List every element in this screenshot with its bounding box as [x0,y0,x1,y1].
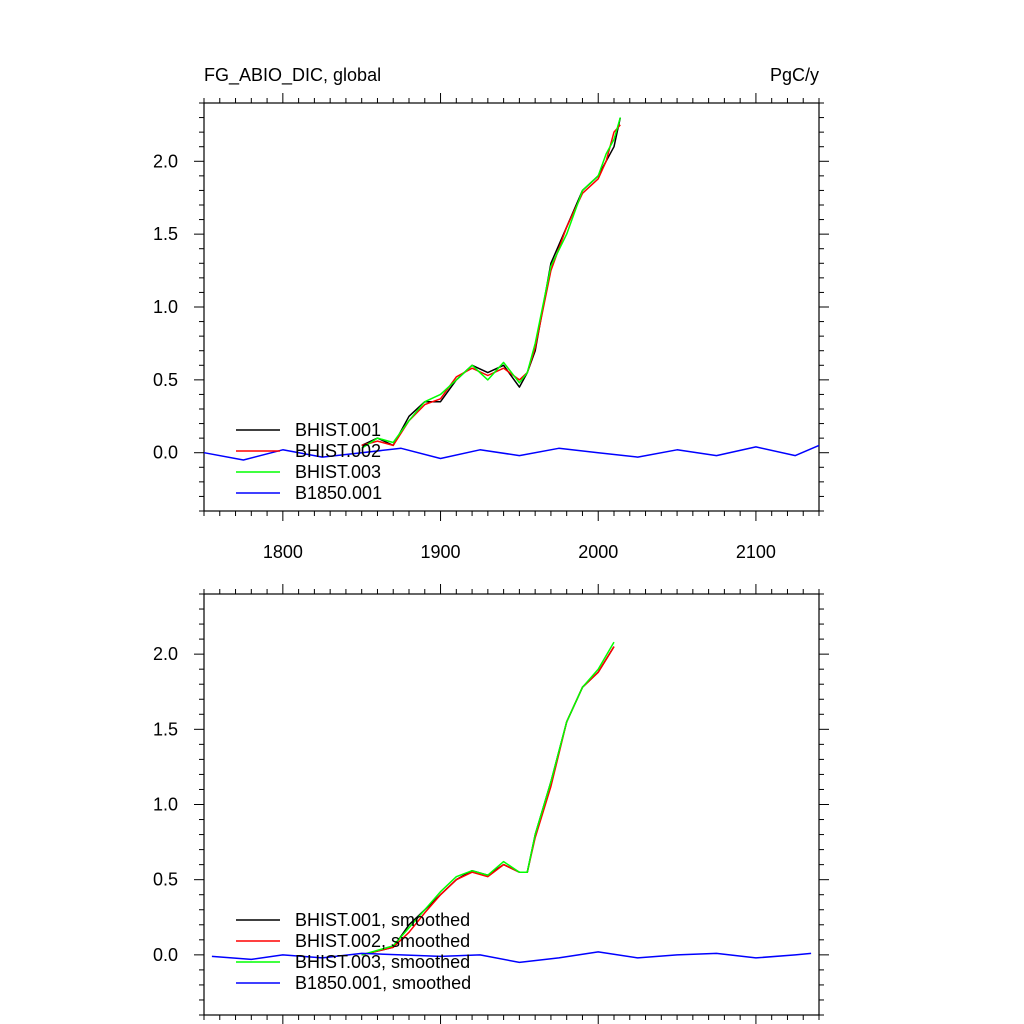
legend-label: BHIST.003 [295,462,381,482]
legend-label: BHIST.002 [295,441,381,461]
series-line-bhist-002 [361,124,621,447]
y-tick-label: 1.5 [153,719,178,739]
y-tick-label: 0.5 [153,370,178,390]
legend-label: B1850.001 [295,483,382,503]
legend-label: BHIST.003, smoothed [295,952,470,972]
y-tick-label: 0.5 [153,870,178,890]
y-tick-label: 1.5 [153,224,178,244]
series-line-bhist-001 [361,117,622,447]
y-tick-label: 1.0 [153,297,178,317]
legend-label: BHIST.001 [295,420,381,440]
series-line-b1850-001 [211,951,812,964]
chart-title: FG_ABIO_DIC, global [204,65,381,86]
series-line-bhist-001 [361,646,615,956]
series-line-bhist-003 [361,117,622,449]
y-tick-label: 2.0 [153,644,178,664]
x-tick-label: 1900 [421,542,461,562]
x-tick-label: 2000 [578,542,618,562]
chart-units: PgC/y [770,65,819,85]
x-tick-label: 2100 [736,542,776,562]
y-tick-label: 0.0 [153,443,178,463]
top-panel: 1800 1900 2000 2100 0.0 0.5 1.0 1.5 2.0 BHIST.001… [153,93,829,562]
x-tick-label: 1800 [263,542,303,562]
y-tick-label: 2.0 [153,151,178,171]
legend-label: B1850.001, smoothed [295,973,471,993]
legend-label: BHIST.002, smoothed [295,931,470,951]
y-tick-label: 1.0 [153,795,178,815]
legend-label: BHIST.001, smoothed [295,910,470,930]
series-line-bhist-003 [361,641,615,956]
series-line-b1850-001 [203,444,820,461]
series-line-bhist-002 [361,646,615,956]
y-tick-label: 0.0 [153,945,178,965]
